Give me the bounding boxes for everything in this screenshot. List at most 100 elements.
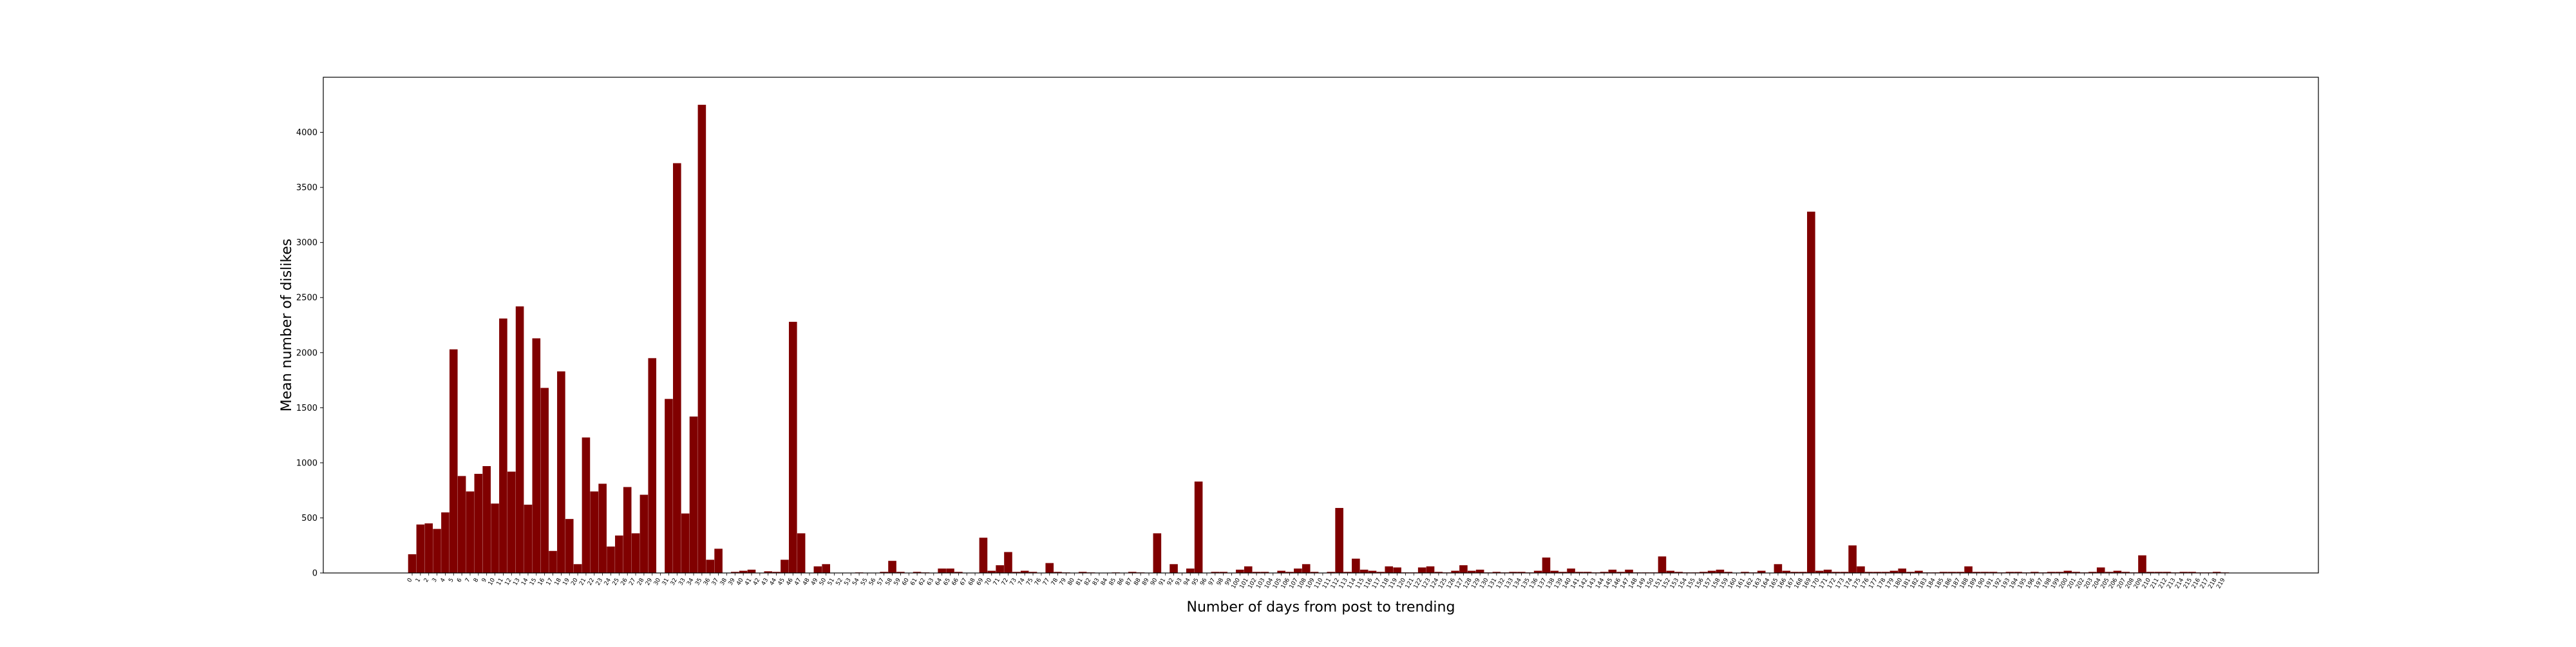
- x-tick-label: 86: [1117, 577, 1126, 586]
- x-tick-label: 24: [603, 577, 613, 586]
- x-tick-label: 89: [1141, 577, 1151, 586]
- bar: [1864, 572, 1873, 573]
- bar: [2105, 572, 2114, 573]
- bar: [1012, 572, 1021, 573]
- bar: [1757, 570, 1766, 573]
- x-axis-title: Number of days from post to trending: [1187, 599, 1455, 615]
- bar: [1078, 572, 1087, 573]
- bar: [764, 571, 773, 573]
- x-tick-label: 56: [868, 577, 878, 586]
- bar: [1724, 572, 1733, 573]
- y-tick-label: 500: [301, 514, 317, 523]
- bar: [822, 564, 830, 573]
- x-tick-label: 75: [1025, 577, 1034, 587]
- bar: [1302, 564, 1311, 573]
- bar: [1128, 572, 1137, 573]
- bar: [1385, 566, 1394, 573]
- bar: [1716, 569, 1725, 573]
- bar: [681, 513, 690, 573]
- y-tick-label: 1500: [296, 404, 317, 413]
- bar: [1368, 570, 1377, 573]
- x-tick-label: 15: [529, 577, 538, 587]
- bar: [1310, 572, 1319, 573]
- bar: [1434, 572, 1443, 573]
- bar: [573, 564, 582, 573]
- x-tick-label: 79: [1059, 577, 1068, 586]
- bar: [1699, 572, 1708, 573]
- bar: [813, 566, 822, 573]
- bar: [540, 388, 549, 573]
- x-tick-label: 34: [686, 577, 696, 586]
- x-tick-label: 83: [1092, 577, 1101, 587]
- bar: [1219, 572, 1227, 573]
- bar: [1426, 566, 1435, 573]
- bar: [2014, 572, 2022, 573]
- bar: [1285, 572, 1294, 573]
- bar: [1989, 572, 1998, 573]
- bar: [1558, 572, 1567, 573]
- x-tick-label: 50: [819, 577, 828, 586]
- x-tick-label: 13: [512, 577, 521, 587]
- x-tick-label: 37: [711, 577, 720, 587]
- bar: [639, 494, 649, 573]
- bar: [1741, 572, 1749, 573]
- x-tick-label: 63: [926, 577, 935, 587]
- bar: [1799, 572, 1807, 573]
- x-tick-label: 14: [520, 577, 530, 586]
- x-tick-label: 92: [1166, 577, 1175, 587]
- x-tick-label: 31: [661, 577, 670, 587]
- x-tick-label: 41: [744, 577, 753, 587]
- bar: [1848, 545, 1857, 573]
- bar: [631, 533, 640, 573]
- x-tick-label: 12: [504, 577, 513, 587]
- x-tick-label: 61: [909, 577, 918, 587]
- bar: [697, 104, 706, 573]
- x-tick-label: 18: [554, 577, 564, 586]
- bar: [1980, 572, 1989, 573]
- x-tick-label: 47: [793, 577, 802, 587]
- x-tick-label: 42: [752, 577, 761, 587]
- bar: [1194, 481, 1203, 573]
- x-tick-label: 67: [959, 577, 968, 587]
- x-tick-label: 64: [934, 577, 944, 586]
- bar: [549, 550, 557, 573]
- bar: [739, 570, 748, 573]
- x-tick-label: 219: [2215, 577, 2226, 590]
- x-tick-label: 3: [431, 577, 439, 584]
- bar: [491, 503, 499, 573]
- x-tick-label: 57: [876, 577, 886, 587]
- bar: [781, 559, 789, 573]
- x-tick-label: 43: [761, 577, 770, 587]
- bar: [466, 491, 475, 573]
- bar: [938, 568, 946, 573]
- x-tick-label: 55: [860, 577, 869, 587]
- x-tick-label: 10: [488, 577, 497, 586]
- bar: [1236, 569, 1244, 573]
- bar: [1608, 569, 1617, 573]
- bar: [2146, 572, 2155, 573]
- bar: [1550, 570, 1559, 573]
- bar: [706, 559, 715, 573]
- bar: [2055, 572, 2064, 573]
- bar: [1575, 572, 1584, 573]
- bar: [2188, 572, 2196, 573]
- bar: [582, 437, 591, 573]
- x-tick-label: 90: [1150, 577, 1159, 586]
- bar: [1542, 558, 1551, 573]
- bar: [1451, 570, 1459, 573]
- bar: [1857, 566, 1865, 573]
- bar: [424, 523, 433, 573]
- bar: [1277, 570, 1285, 573]
- bar: [673, 163, 681, 574]
- bar: [896, 572, 905, 573]
- bar: [449, 349, 458, 573]
- bar: [2212, 572, 2221, 573]
- bar: [714, 549, 723, 573]
- x-tick-label: 39: [728, 577, 737, 586]
- x-tick-label: 85: [1108, 577, 1117, 587]
- x-tick-label: 11: [496, 577, 505, 587]
- bar: [1840, 572, 1849, 573]
- bar: [1294, 568, 1302, 573]
- bar: [1517, 572, 1526, 573]
